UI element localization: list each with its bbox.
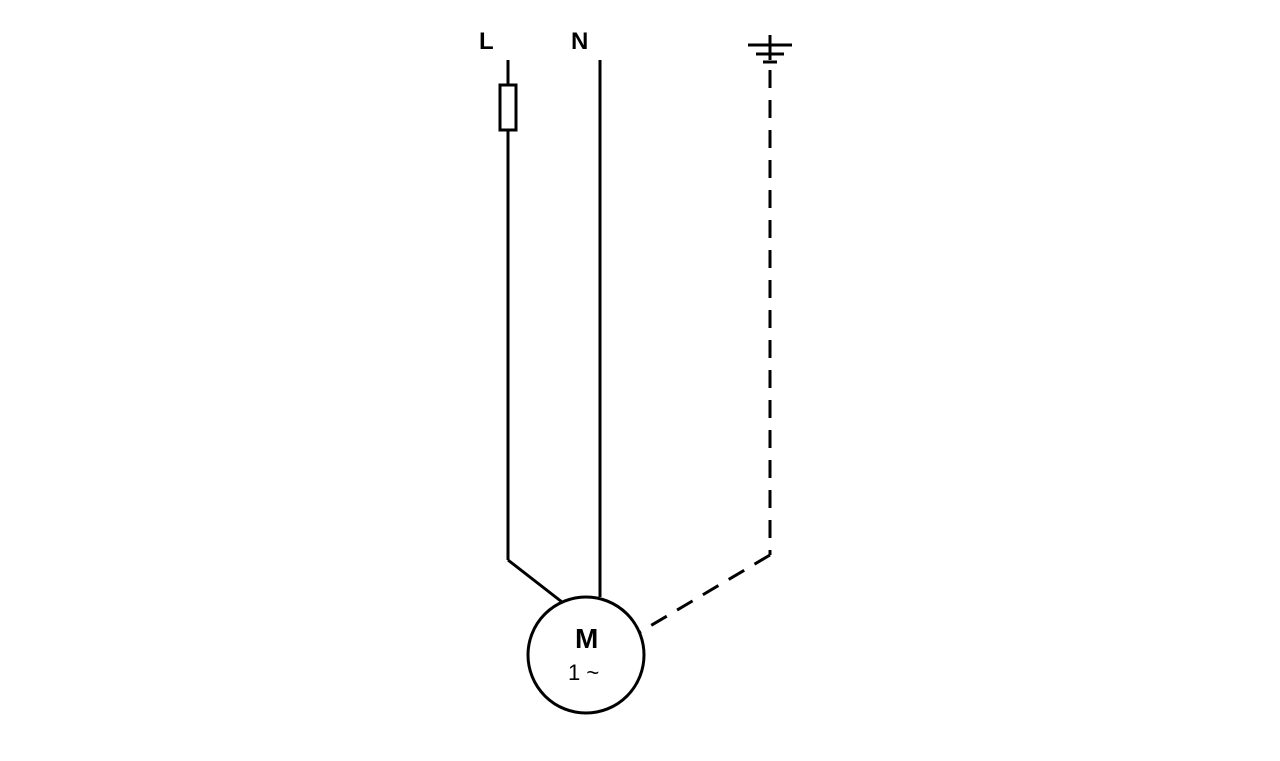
line-label: L: [479, 28, 494, 56]
wiring-diagram: L N M 1 ~: [0, 0, 1280, 756]
line-wire: [500, 60, 562, 602]
phase-label: 1 ~: [568, 660, 599, 686]
motor-symbol: [528, 597, 644, 713]
ground-wire: [640, 35, 792, 632]
motor-label: M: [575, 623, 598, 655]
neutral-label: N: [571, 28, 588, 56]
fuse-symbol: [500, 85, 516, 130]
schematic-svg: [0, 0, 1280, 756]
